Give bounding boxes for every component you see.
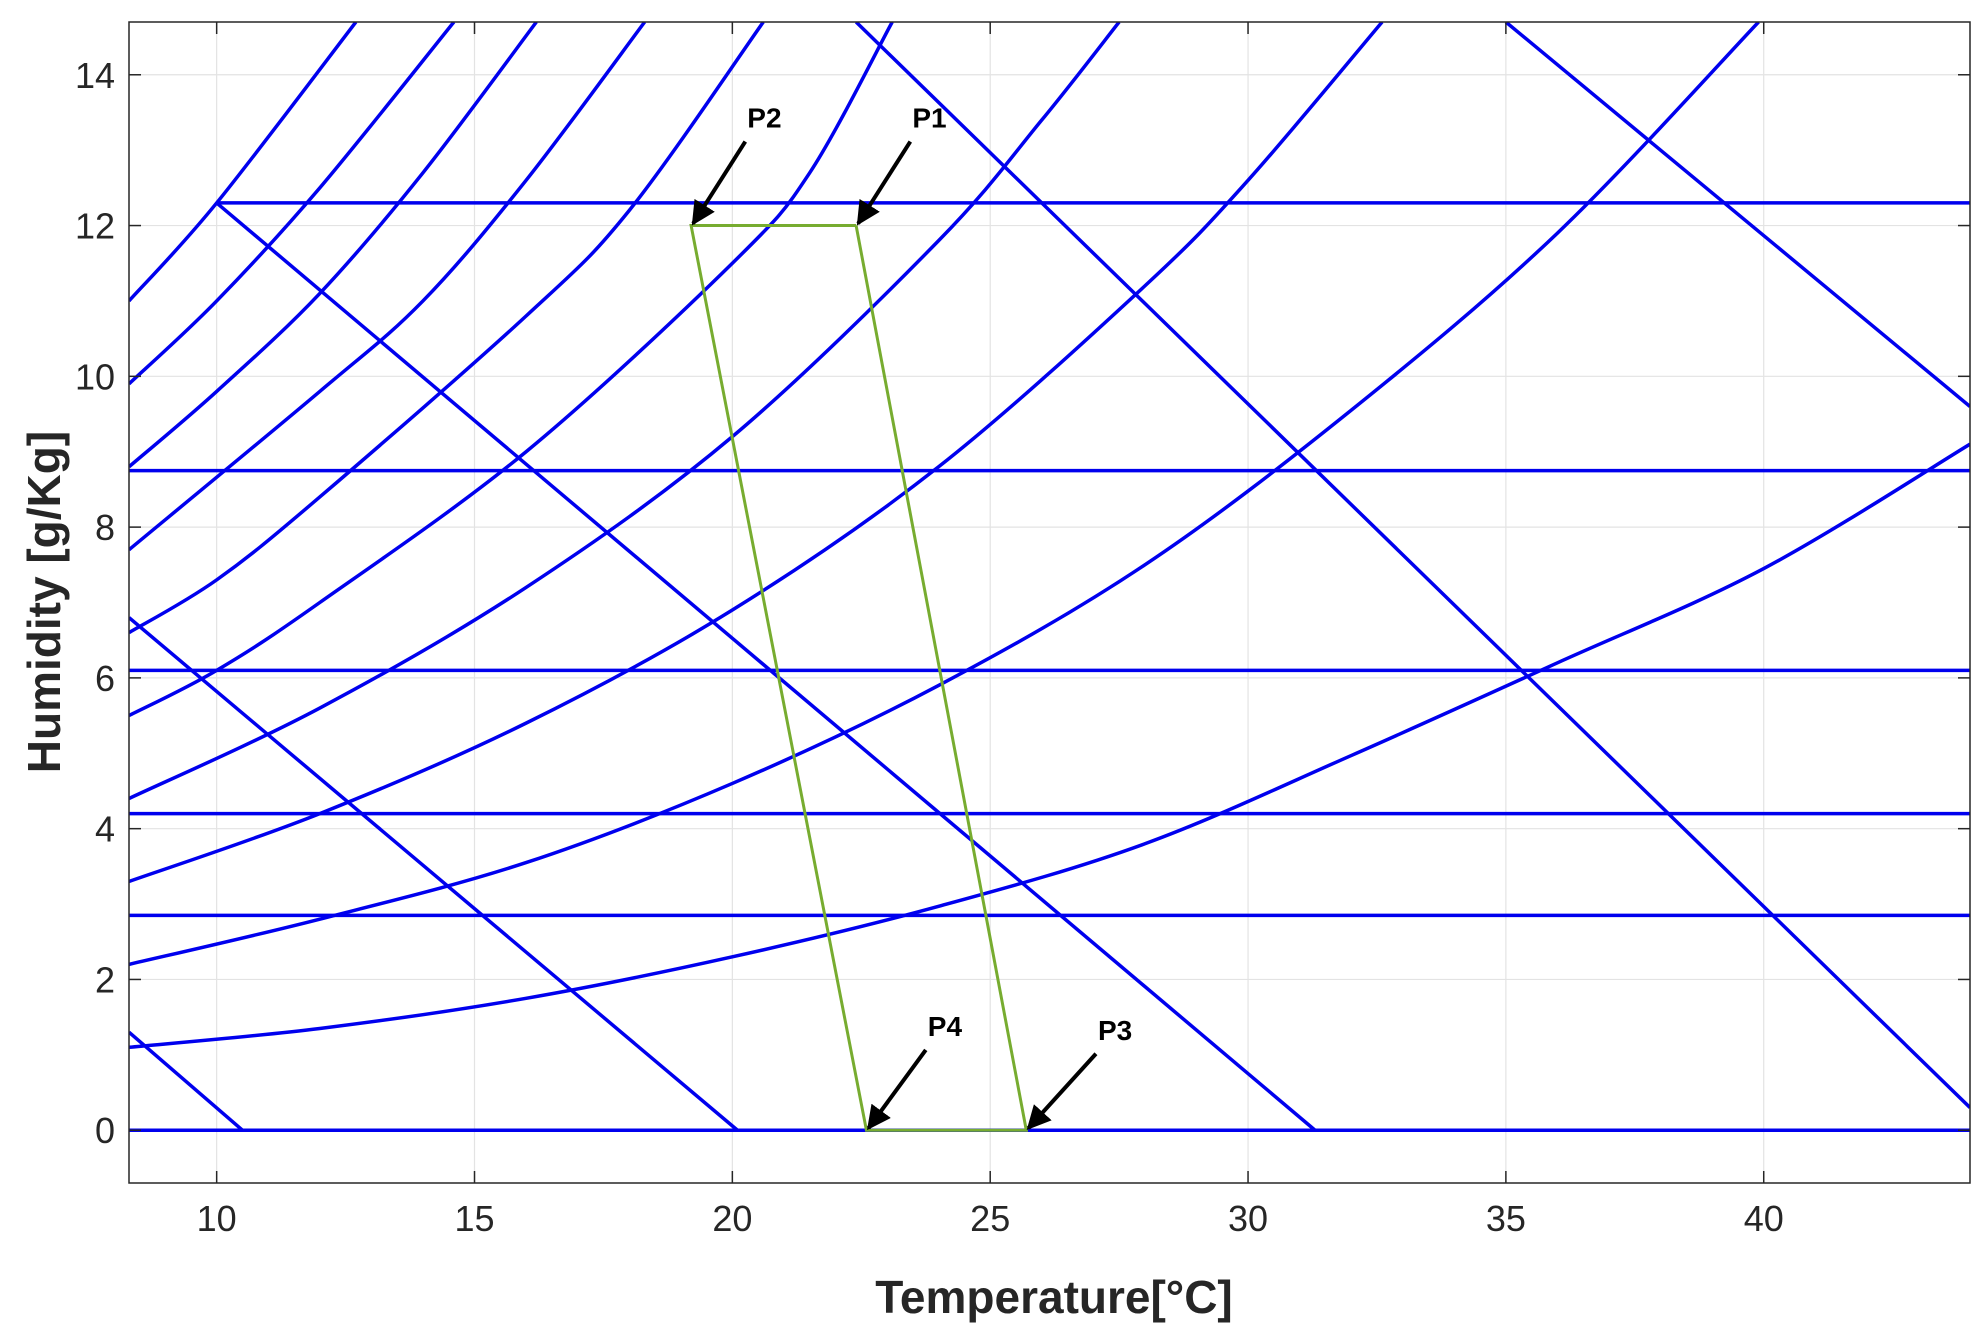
axis-ticks: 10 15 20 25 30 35 40 0 2 4 6 8 10 12 14 [75,22,1970,1239]
x-tick-label: 10 [197,1198,237,1239]
x-tick-label: 20 [712,1198,752,1239]
y-tick-label: 2 [95,959,115,1000]
annotation-label-p1: P1 [912,103,946,134]
relative-humidity-curve [129,22,358,303]
y-tick-label: 14 [75,55,115,96]
relative-humidity-curve [129,22,456,386]
y-tick-label: 0 [95,1110,115,1151]
cycle-polyline [689,224,1029,1132]
x-tick-label: 25 [970,1198,1010,1239]
annotations: P1 P2 P3 P4 [691,103,1132,1131]
relative-humidity-curve [129,22,647,552]
relative-humidity-curve [129,22,894,718]
annotation-label-p3: P3 [1098,1015,1132,1046]
y-axis-title: Humidity [g/Kg] [18,431,70,773]
y-tick-label: 10 [75,356,115,397]
relative-humidity-curve [129,442,1970,1050]
relative-humidity-curve [129,22,1121,801]
y-tick-label: 8 [95,507,115,548]
annotation-arrow [866,1048,928,1131]
relative-humidity-curve [129,22,1760,967]
annotation-label-p2: P2 [747,103,781,134]
enthalpy-line [1504,22,1970,408]
plot-frame [128,21,1971,1184]
annotation-arrow [856,140,913,226]
plot-background [129,22,1970,1183]
enthalpy-line [129,616,739,1132]
x-tick-label: 35 [1486,1198,1526,1239]
y-tick-label: 4 [95,809,115,850]
annotation-arrow [1026,1052,1098,1131]
series-lines [129,22,1970,1132]
x-axis-title: Temperature[°C] [875,1271,1233,1323]
x-tick-label: 15 [454,1198,494,1239]
y-tick-label: 6 [95,658,115,699]
relative-humidity-curve [129,22,538,469]
x-tick-label: 40 [1744,1198,1784,1239]
enthalpy-line [129,1030,244,1132]
annotation-arrow [691,140,747,226]
x-tick-label: 30 [1228,1198,1268,1239]
annotation-label-p4: P4 [928,1011,963,1042]
y-tick-label: 12 [75,206,115,247]
enthalpy-line [215,201,1317,1132]
relative-humidity-curve [129,22,765,635]
cycle-path [689,224,1029,1132]
